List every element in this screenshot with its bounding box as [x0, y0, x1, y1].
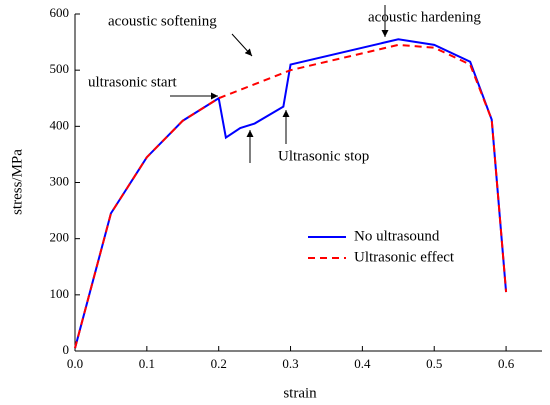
x-axis-label: strain: [283, 385, 317, 401]
x-tick-label: 0.6: [498, 356, 515, 371]
y-tick-label: 100: [50, 286, 70, 301]
x-tick-label: 0.5: [426, 356, 442, 371]
annotation: acoustic hardening: [368, 9, 481, 25]
x-tick-label: 0.0: [67, 356, 83, 371]
x-tick-label: 0.4: [354, 356, 371, 371]
legend-label: No ultrasound: [354, 228, 440, 244]
annotation: Ultrasonic stop: [278, 148, 369, 164]
annotation: acoustic softening: [108, 13, 217, 29]
y-tick-label: 400: [50, 117, 70, 132]
data-line: [74, 43, 508, 349]
x-tick-label: 0.2: [211, 356, 227, 371]
annotation-arrow: [231, 33, 253, 57]
y-tick-label: 300: [50, 173, 70, 188]
y-tick-label: 500: [50, 61, 70, 76]
y-tick-label: 0: [63, 342, 70, 357]
data-line: [74, 38, 508, 349]
legend-label: Ultrasonic effect: [354, 249, 455, 265]
y-axis-label: stress/MPa: [9, 149, 25, 215]
y-tick-label: 200: [50, 230, 70, 245]
y-tick-label: 600: [50, 5, 70, 20]
annotation: ultrasonic start: [88, 74, 178, 90]
x-tick-label: 0.3: [282, 356, 298, 371]
x-tick-label: 0.1: [139, 356, 155, 371]
